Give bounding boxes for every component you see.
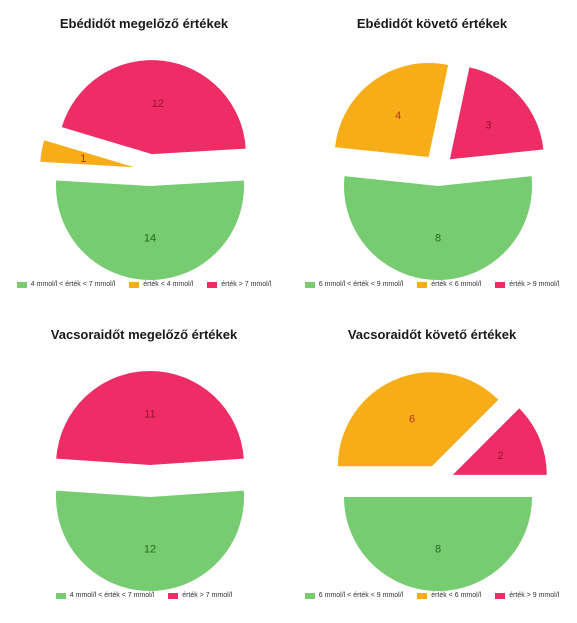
legend-item: érték > 7 mmol/l	[168, 592, 232, 599]
chart-panel-3: Vacsoraidőt megelőző értékek 12 11 4 mmol…	[0, 311, 288, 622]
pie-slice-rt-k-7-mmol-l	[56, 371, 244, 465]
chart-legend: 4 mmol/l < érték < 7 mmol/l érték > 7 mmo…	[0, 592, 288, 599]
chart-legend: 4 mmol/l < érték < 7 mmol/l érték < 4 mmo…	[0, 281, 288, 288]
pie-slice-value-label: 14	[144, 233, 156, 245]
pie-slice-rt-k-9-mmol-l	[449, 67, 544, 160]
pie-chart: 14 1 12	[40, 60, 246, 280]
legend-swatch	[168, 592, 179, 599]
legend-label: 4 mmol/l < érték < 7 mmol/l	[69, 592, 155, 599]
legend-item: érték < 6 mmol/l	[417, 592, 481, 599]
chart-legend: 6 mmol/l < érték < 9 mmol/l érték < 6 mmo…	[288, 281, 576, 288]
legend-swatch	[55, 592, 66, 599]
pie-slice-value-label: 4	[395, 110, 401, 122]
legend-item: érték > 7 mmol/l	[207, 281, 271, 288]
pie-slice-4-mmol-l-rt-k-7-mmol-l	[56, 180, 244, 280]
legend-swatch	[304, 281, 315, 288]
legend-swatch	[417, 592, 428, 599]
legend-swatch	[207, 281, 218, 288]
legend-swatch	[16, 281, 27, 288]
legend-item: 4 mmol/l < érték < 7 mmol/l	[55, 592, 155, 599]
pie-slice-rt-k-6-mmol-l	[335, 63, 449, 158]
pie-slice-6-mmol-l-rt-k-9-mmol-l	[344, 497, 532, 591]
pie-slice-rt-k-6-mmol-l	[337, 372, 499, 467]
pie-slice-value-label: 2	[497, 450, 503, 462]
pie-slice-4-mmol-l-rt-k-7-mmol-l	[55, 490, 245, 591]
pie-slice-value-label: 12	[144, 544, 156, 556]
legend-label: érték < 4 mmol/l	[143, 281, 194, 288]
legend-item: 4 mmol/l < érték < 7 mmol/l	[16, 281, 116, 288]
legend-label: érték < 6 mmol/l	[431, 592, 482, 599]
chart-panel-1: Ebédidőt megelőző értékek 14 1 12 4 mmol/l…	[0, 0, 288, 311]
legend-label: érték > 7 mmol/l	[182, 592, 233, 599]
chart-title: Ebédidőt megelőző értékek	[59, 16, 229, 31]
chart-title: Vacsoraidőt követő értékek	[347, 327, 517, 342]
pie-slice-rt-k-4-mmol-l	[40, 140, 135, 168]
legend-item: 6 mmol/l < érték < 9 mmol/l	[304, 281, 404, 288]
chart-panel-2: Ebédidőt követő értékek 8 4 3 6 mmol/l < é…	[288, 0, 576, 311]
legend-swatch	[304, 592, 315, 599]
legend-label: érték < 6 mmol/l	[431, 281, 482, 288]
legend-label: 6 mmol/l < érték < 9 mmol/l	[318, 281, 404, 288]
chart-legend: 6 mmol/l < érték < 9 mmol/l érték < 6 mmo…	[288, 592, 576, 599]
pie-chart: 8 6 2	[337, 372, 547, 591]
pie-slice-value-label: 1	[80, 153, 86, 165]
legend-label: érték > 9 mmol/l	[509, 592, 560, 599]
pie-chart: 8 4 3	[335, 63, 544, 280]
legend-label: 6 mmol/l < érték < 9 mmol/l	[318, 592, 404, 599]
pie-slice-rt-k-9-mmol-l	[452, 408, 547, 475]
pie-slice-value-label: 3	[485, 120, 491, 132]
pie-slice-value-label: 12	[152, 98, 164, 110]
chart-panel-4: Vacsoraidőt követő értékek 8 6 2 6 mmol/l …	[288, 311, 576, 622]
legend-label: érték > 7 mmol/l	[221, 281, 272, 288]
pie-slice-value-label: 11	[144, 408, 155, 420]
legend-item: 6 mmol/l < érték < 9 mmol/l	[304, 592, 404, 599]
legend-label: 4 mmol/l < érték < 7 mmol/l	[30, 281, 116, 288]
chart-title: Vacsoraidőt megelőző értékek	[50, 327, 238, 342]
legend-swatch	[495, 592, 506, 599]
pie-chart: 12 11	[55, 371, 245, 591]
pie-slice-value-label: 8	[435, 233, 441, 245]
legend-item: érték < 6 mmol/l	[417, 281, 481, 288]
legend-item: érték > 9 mmol/l	[495, 281, 559, 288]
legend-swatch	[417, 281, 428, 288]
pie-slice-value-label: 6	[409, 413, 415, 425]
pie-slice-rt-k-7-mmol-l	[61, 60, 246, 155]
pie-slice-value-label: 8	[435, 544, 441, 556]
legend-item: érték < 4 mmol/l	[129, 281, 193, 288]
pie-slice-6-mmol-l-rt-k-9-mmol-l	[344, 176, 532, 280]
legend-swatch	[495, 281, 506, 288]
legend-swatch	[129, 281, 140, 288]
legend-item: érték > 9 mmol/l	[495, 592, 559, 599]
chart-title: Ebédidőt követő értékek	[356, 16, 508, 31]
legend-label: érték > 9 mmol/l	[509, 281, 560, 288]
